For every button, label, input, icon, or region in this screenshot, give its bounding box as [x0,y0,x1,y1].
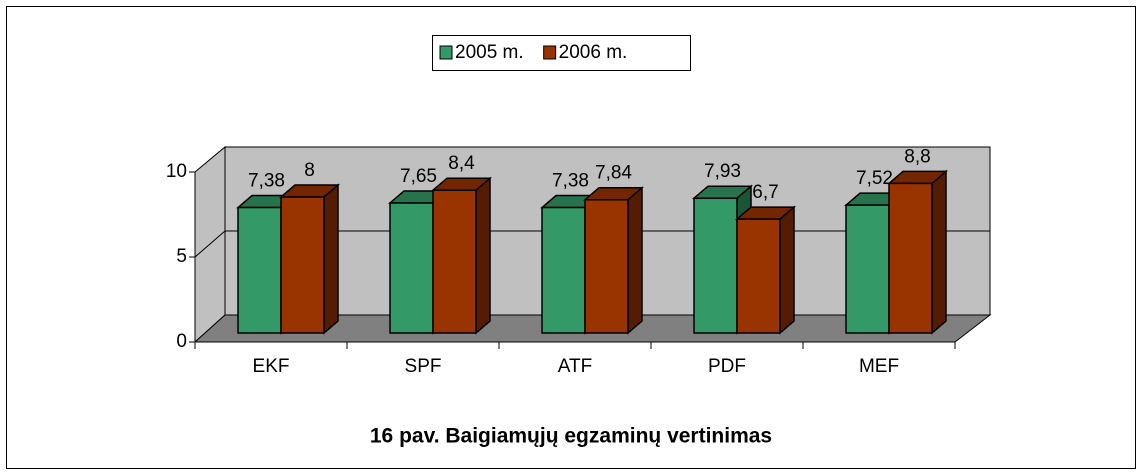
bar-side [323,183,339,335]
x-tick-label: EKF [253,356,290,377]
x-tick-label: SPF [405,356,442,377]
bar-front [845,204,890,334]
x-tick-label: PDF [708,356,746,377]
y-tick-label: 5 [176,246,187,267]
x-tick-label: ATF [558,356,592,377]
legend-swatch [439,45,453,60]
chart-title: 16 pav. Baigiamųjų egzaminų vertinimas [370,425,772,448]
bar-front [237,206,282,334]
legend [432,35,691,71]
data-label: 7,38 [552,171,589,192]
bar-side [779,205,795,335]
bar-front [541,206,586,334]
data-label: 8 [304,160,315,181]
bar-front [584,198,629,334]
data-label: 7,38 [248,171,285,192]
bar-front [693,197,738,334]
legend-swatch [543,45,557,60]
bar-side [931,169,947,335]
bar-front [736,218,781,334]
bar-front [389,202,434,334]
bar-side [627,186,643,335]
bar [278,183,341,335]
data-label: 6,7 [752,182,778,203]
data-label: 7,52 [856,168,893,189]
grid-line [194,230,226,258]
data-label: 8,8 [904,146,930,167]
data-label: 8,4 [448,153,475,174]
legend-label: 2006 m. [559,42,628,63]
bar [886,169,949,335]
y-tick-label: 10 [166,161,187,182]
bar-front [888,182,933,334]
bar [734,205,797,335]
data-label: 7,84 [595,163,632,184]
data-label: 7,65 [400,166,437,187]
bar-front [432,189,477,334]
x-tick-label: MEF [859,356,899,377]
bar [430,176,493,335]
bar [582,186,645,335]
bar-side [475,176,491,335]
y-tick-label: 0 [176,331,187,352]
legend-label: 2005 m. [455,42,524,63]
data-label: 7,93 [704,161,741,182]
bar-front [280,196,325,334]
